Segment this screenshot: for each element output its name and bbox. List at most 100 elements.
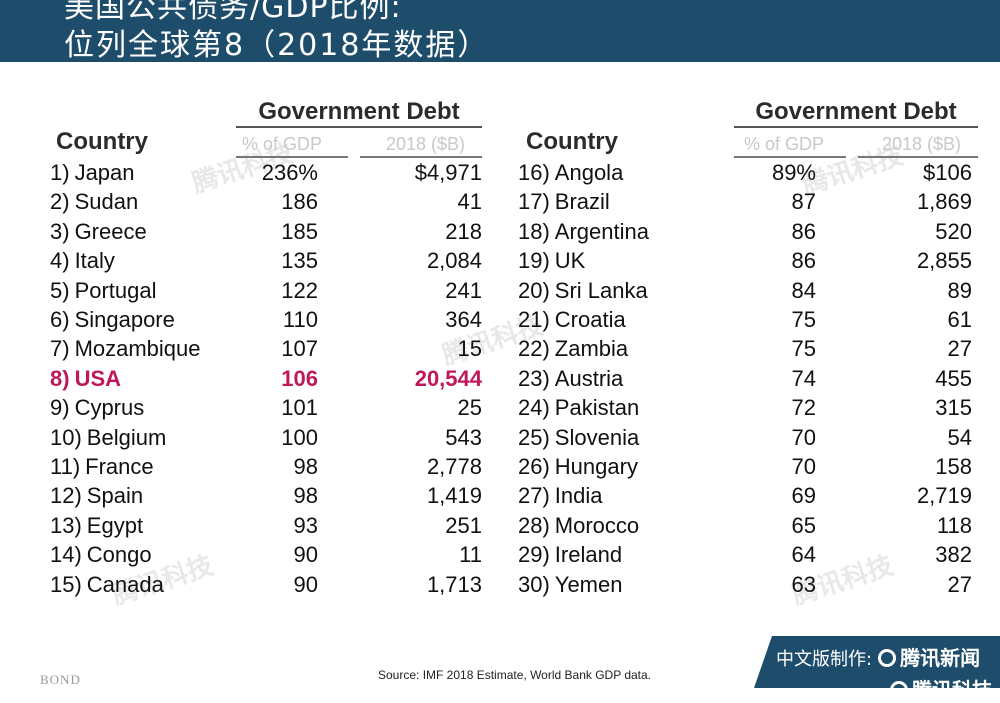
page-title-line2: 位列全球第8（2018年数据） (64, 28, 490, 62)
group-header: Government Debt (258, 98, 460, 125)
country-label: Mozambique (74, 336, 201, 362)
tencent-tech-logo-icon (890, 681, 908, 688)
rank-label: 2) (50, 189, 70, 215)
country-name-cell: 14) Congo (50, 542, 152, 568)
debt-usd-cell: 89 (947, 277, 972, 303)
rank-label: 10) (50, 424, 82, 450)
table-row: 27) India 69 2,719 (518, 483, 974, 512)
country-name-cell: 10) Belgium (50, 425, 166, 451)
country-name-cell: 12) Spain (50, 483, 143, 509)
debt-usd-cell: 543 (445, 424, 482, 450)
table-row: 11) France 98 2,778 (50, 454, 482, 483)
usd-column-header: 2018 ($B) (386, 134, 466, 154)
pct-gdp-cell: 75 (791, 336, 816, 362)
pct-gdp-cell: 98 (293, 483, 318, 509)
country-label: Portugal (74, 277, 157, 303)
debt-usd-cell: 2,855 (916, 248, 972, 274)
country-name-cell: 29) Ireland (518, 542, 622, 568)
country-name-cell: 30) Yemen (518, 572, 622, 598)
rank-label: 12) (50, 483, 82, 509)
title-banner: 美国公共债务/GDP比例: 位列全球第8（2018年数据） (0, 0, 1000, 62)
country-label: Sudan (74, 189, 139, 215)
usd-column-header: 2018 ($B) (882, 134, 962, 154)
rank-label: 21) (518, 307, 550, 332)
country-name-cell: 27) India (518, 483, 603, 509)
pct-gdp-cell: 185 (281, 218, 318, 244)
page-title-line1: 美国公共债务/GDP比例: (64, 0, 402, 25)
rank-label: 5) (50, 277, 70, 303)
pct-column-rule (236, 156, 348, 158)
debt-usd-cell: 1,419 (426, 483, 482, 509)
table-row: 20) Sri Lanka 84 89 (518, 278, 974, 307)
usd-column-rule (360, 156, 482, 158)
pct-gdp-cell: 87 (791, 189, 816, 215)
debt-usd-cell: 61 (947, 307, 972, 332)
pct-gdp-cell: 75 (791, 307, 816, 332)
pct-gdp-cell: 98 (293, 454, 318, 479)
country-label: Spain (86, 483, 144, 509)
pct-gdp-cell: 86 (791, 248, 816, 274)
country-label: Angola (554, 160, 624, 185)
debt-usd-cell: $106 (923, 160, 972, 185)
pct-gdp-cell: 69 (791, 483, 816, 509)
table-row: 23) Austria 74 455 (518, 366, 974, 395)
rank-label: 23) (518, 365, 550, 391)
rank-label: 22) (518, 336, 550, 362)
credit-badge: 中文版制作: 腾讯新闻 腾讯科技 (754, 636, 1000, 688)
country-label: Sri Lanka (554, 277, 648, 303)
rank-label: 4) (50, 248, 70, 274)
rank-label: 30) (518, 571, 550, 597)
country-name-cell: 21) Croatia (518, 307, 626, 333)
table-row: 3) Greece 185 218 (50, 219, 482, 248)
country-name-cell: 13) Egypt (50, 513, 143, 539)
pct-gdp-column-header: % of GDP (744, 134, 825, 154)
credit-brand: 腾讯新闻 (900, 646, 981, 670)
rank-label: 8) (50, 365, 70, 391)
usd-column-rule (858, 156, 978, 158)
country-label: Singapore (74, 307, 175, 332)
country-label: Austria (554, 365, 624, 391)
pct-gdp-cell: 135 (281, 248, 318, 274)
debt-usd-cell: 2,084 (426, 248, 482, 274)
country-name-cell: 16) Angola (518, 160, 623, 186)
country-name-cell: 26) Hungary (518, 454, 638, 480)
debt-usd-cell: 158 (935, 454, 972, 479)
country-column-header: Country (56, 128, 148, 155)
pct-gdp-cell: 70 (791, 454, 816, 479)
table-row: 28) Morocco 65 118 (518, 513, 974, 542)
country-name-cell: 11) France (50, 454, 154, 480)
table-row: 19) UK 86 2,855 (518, 248, 974, 277)
debt-usd-cell: 455 (935, 365, 972, 391)
country-name-cell: 9) Cyprus (50, 395, 144, 421)
debt-usd-cell: $4,971 (414, 160, 482, 185)
pct-column-rule (734, 156, 846, 158)
rank-label: 24) (518, 395, 550, 421)
table-row: 24) Pakistan 72 315 (518, 395, 974, 424)
country-label: Italy (74, 248, 115, 274)
debt-usd-cell: 54 (947, 424, 972, 450)
country-name-cell: 22) Zambia (518, 336, 628, 362)
debt-usd-cell: 2,778 (426, 454, 482, 479)
table-row: 6) Singapore 110 364 (50, 307, 482, 336)
country-name-cell: 3) Greece (50, 219, 147, 245)
pct-gdp-column-header: % of GDP (242, 134, 323, 154)
group-header-rule (734, 126, 978, 128)
pct-gdp-cell: 106 (281, 365, 318, 391)
country-label: Hungary (554, 454, 638, 479)
country-name-cell: 28) Morocco (518, 513, 639, 539)
rank-label: 25) (518, 424, 550, 450)
rank-label: 18) (518, 218, 550, 244)
country-label: India (554, 483, 603, 509)
country-label: Slovenia (554, 424, 640, 450)
pct-gdp-cell: 74 (791, 365, 816, 391)
pct-gdp-cell: 70 (791, 424, 816, 450)
table-row: 25) Slovenia 70 54 (518, 425, 974, 454)
pct-gdp-cell: 107 (281, 336, 318, 362)
country-name-cell: 4) Italy (50, 248, 115, 274)
table-row: 18) Argentina 86 520 (518, 219, 974, 248)
country-name-cell: 7) Mozambique (50, 336, 201, 362)
table-row: 21) Croatia 75 61 (518, 307, 974, 336)
rank-label: 6) (50, 307, 70, 332)
country-label: Brazil (554, 189, 610, 215)
rank-label: 14) (50, 542, 82, 568)
